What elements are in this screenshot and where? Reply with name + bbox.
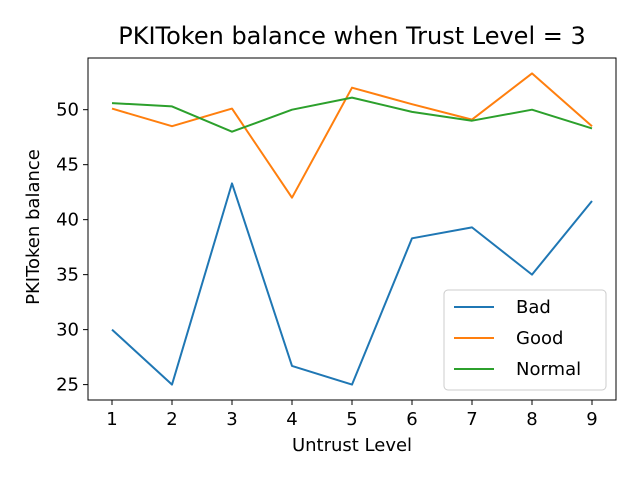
legend-label-normal: Normal (516, 359, 581, 380)
y-axis-label: PKIToken balance (23, 149, 44, 305)
legend: Bad Good Normal (443, 289, 607, 391)
x-axis-label: Untrust Level (292, 435, 412, 456)
y-tick-label: 25 (56, 375, 79, 396)
y-tick-label: 35 (56, 265, 79, 286)
x-tick-label: 5 (346, 409, 357, 430)
series-line-bad (111, 182, 593, 386)
chart-title: PKIToken balance when Trust Level = 3 (118, 22, 586, 50)
x-tick-label: 7 (466, 409, 477, 430)
y-tick-label: 30 (56, 320, 79, 341)
x-tick-label: 6 (406, 409, 417, 430)
x-tick-label: 4 (286, 409, 297, 430)
x-tick-label: 1 (106, 409, 117, 430)
x-tick-label: 9 (586, 409, 597, 430)
legend-label-bad: Bad (516, 297, 551, 318)
x-tick-label: 8 (526, 409, 537, 430)
x-tick-label: 3 (226, 409, 237, 430)
y-tick-label: 40 (56, 210, 79, 231)
legend-box (443, 289, 607, 391)
legend-label-good: Good (516, 328, 563, 349)
series-line-normal (111, 96, 593, 133)
y-tick-label: 45 (56, 155, 79, 176)
y-tick-label: 50 (56, 100, 79, 121)
x-tick-label: 2 (166, 409, 177, 430)
series-line-good (111, 72, 593, 199)
